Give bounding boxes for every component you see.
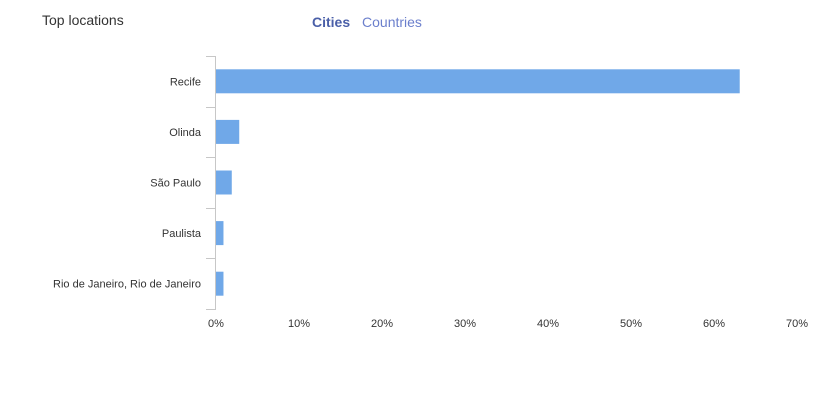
bar[interactable]: [216, 221, 224, 246]
x-tick-label: 50%: [620, 318, 642, 330]
bar[interactable]: [216, 170, 232, 195]
category-label: São Paulo: [150, 178, 201, 190]
bar[interactable]: [216, 271, 224, 296]
category-label: Olinda: [169, 127, 202, 139]
bar[interactable]: [216, 69, 740, 94]
x-tick-label: 20%: [371, 318, 393, 330]
category-label: Recife: [170, 76, 201, 88]
x-tick-label: 70%: [786, 318, 808, 330]
bar[interactable]: [216, 119, 240, 144]
x-tick-label: 10%: [288, 318, 310, 330]
location-tabs: Cities Countries: [312, 14, 430, 30]
x-tick-label: 40%: [537, 318, 559, 330]
category-label: Paulista: [162, 228, 202, 240]
section-title: Top locations: [42, 12, 124, 28]
tab-countries[interactable]: Countries: [362, 14, 422, 30]
tab-cities[interactable]: Cities: [312, 14, 351, 30]
x-tick-label: 60%: [703, 318, 725, 330]
x-tick-label: 30%: [454, 318, 476, 330]
x-tick-label: 0%: [208, 318, 224, 330]
category-label: Rio de Janeiro, Rio de Janeiro: [53, 279, 201, 291]
